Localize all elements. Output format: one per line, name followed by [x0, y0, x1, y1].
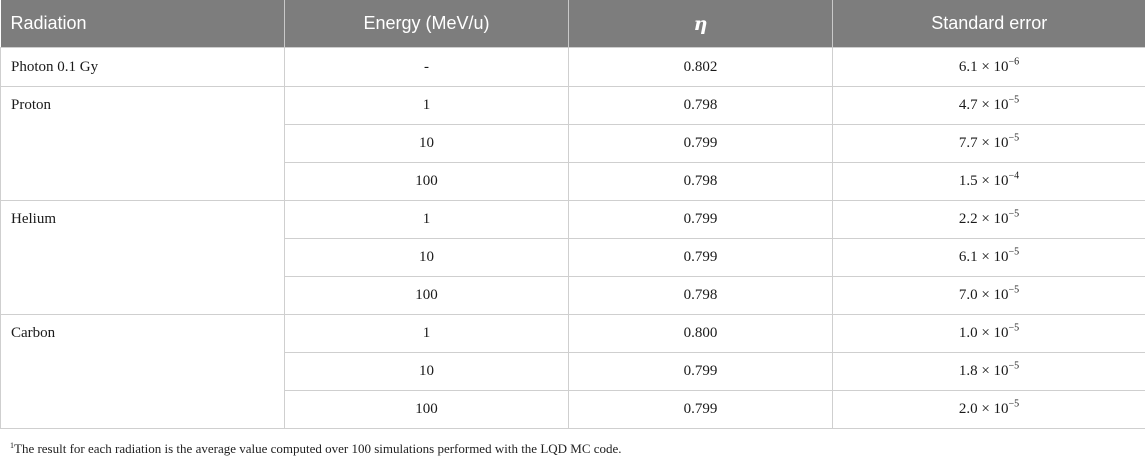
energy-cell: 10 [284, 124, 569, 163]
standard-error-cell: 6.1 × 10−5 [832, 238, 1145, 277]
standard-error-cell: 1.8 × 10−5 [832, 352, 1145, 391]
header-energy: Energy (MeV/u) [284, 0, 569, 48]
standard-error-cell: 1.5 × 10−4 [832, 162, 1145, 201]
radiation-cell: Helium [0, 200, 285, 315]
error-mantissa: 1.0 × 10 [958, 325, 1009, 341]
error-mantissa: 7.7 × 10 [958, 135, 1009, 151]
error-mantissa: 2.0 × 10 [958, 401, 1009, 417]
energy-cell: 1 [284, 86, 569, 125]
error-mantissa: 2.2 × 10 [958, 211, 1009, 227]
eta-cell: 0.798 [568, 86, 833, 125]
error-exponent: −5 [1008, 322, 1020, 334]
standard-error-cell: 7.0 × 10−5 [832, 276, 1145, 315]
radiation-cell: Proton [0, 86, 285, 201]
table-footnote: 1The result for each radiation is the av… [10, 441, 622, 457]
error-exponent: −5 [1008, 398, 1020, 410]
table-row: 100 0.798 1.5 × 10−4 [1, 162, 1145, 201]
footnote-text: The result for each radiation is the ave… [14, 441, 622, 456]
error-exponent: −5 [1008, 132, 1020, 144]
standard-error-cell: 7.7 × 10−5 [832, 124, 1145, 163]
eta-cell: 0.799 [568, 352, 833, 391]
table-row: 10 0.799 1.8 × 10−5 [1, 352, 1145, 391]
standard-error-cell: 4.7 × 10−5 [832, 86, 1145, 125]
error-mantissa: 4.7 × 10 [958, 97, 1009, 113]
table-row: 10 0.799 6.1 × 10−5 [1, 238, 1145, 277]
eta-cell: 0.799 [568, 200, 833, 239]
standard-error-cell: 1.0 × 10−5 [832, 314, 1145, 353]
table-row: Helium 1 0.799 2.2 × 10−5 [0, 200, 1145, 315]
energy-cell: 10 [284, 238, 569, 277]
standard-error-cell: 2.0 × 10−5 [832, 390, 1145, 429]
table-row: 100 0.798 7.0 × 10−5 [1, 276, 1145, 315]
error-exponent: −5 [1008, 94, 1020, 106]
error-exponent: −5 [1008, 246, 1020, 258]
eta-cell: 0.798 [568, 162, 833, 201]
table-row: Carbon 1 0.800 1.0 × 10−5 [0, 314, 1145, 429]
table-row: 100 0.799 2.0 × 10−5 [1, 390, 1145, 429]
energy-cell: 10 [284, 352, 569, 391]
error-exponent: −5 [1008, 284, 1020, 296]
eta-cell: 0.799 [568, 390, 833, 429]
error-mantissa: 6.1 × 10 [958, 58, 1009, 75]
table-row: Proton 1 0.798 4.7 × 10−5 [0, 86, 1145, 201]
error-exponent: −5 [1008, 208, 1020, 220]
error-mantissa: 1.8 × 10 [958, 363, 1009, 379]
eta-cell: 0.798 [568, 276, 833, 315]
table-header: Radiation Energy (MeV/u) η Standard erro… [0, 0, 1145, 48]
standard-error-cell: 6.1 × 10−6 [832, 47, 1145, 87]
header-eta: η [568, 0, 833, 48]
results-table: Radiation Energy (MeV/u) η Standard erro… [0, 0, 1145, 429]
error-mantissa: 6.1 × 10 [958, 249, 1009, 265]
energy-cell: 1 [284, 314, 569, 353]
energy-cell: - [284, 47, 569, 87]
eta-cell: 0.800 [568, 314, 833, 353]
energy-cell: 100 [284, 162, 569, 201]
error-mantissa: 1.5 × 10 [958, 173, 1009, 189]
energy-cell: 1 [284, 200, 569, 239]
error-exponent: −4 [1008, 170, 1020, 182]
table-row: Photon 0.1 Gy - 0.802 6.1 × 10−6 [0, 47, 1145, 87]
eta-cell: 0.799 [568, 238, 833, 277]
eta-cell: 0.799 [568, 124, 833, 163]
radiation-cell: Carbon [0, 314, 285, 429]
energy-cell: 100 [284, 276, 569, 315]
eta-cell: 0.802 [568, 47, 833, 87]
header-row: Radiation Energy (MeV/u) η Standard erro… [0, 0, 1145, 48]
header-standard-error: Standard error [832, 0, 1145, 48]
header-radiation: Radiation [0, 0, 285, 48]
table-body: Photon 0.1 Gy - 0.802 6.1 × 10−6 Proton … [0, 47, 1145, 429]
error-exponent: −5 [1008, 360, 1020, 372]
error-mantissa: 7.0 × 10 [958, 287, 1009, 303]
footnote-marker: 1 [10, 441, 14, 451]
radiation-cell: Photon 0.1 Gy [0, 47, 285, 87]
error-exponent: −6 [1008, 56, 1020, 67]
standard-error-cell: 2.2 × 10−5 [832, 200, 1145, 239]
energy-cell: 100 [284, 390, 569, 429]
